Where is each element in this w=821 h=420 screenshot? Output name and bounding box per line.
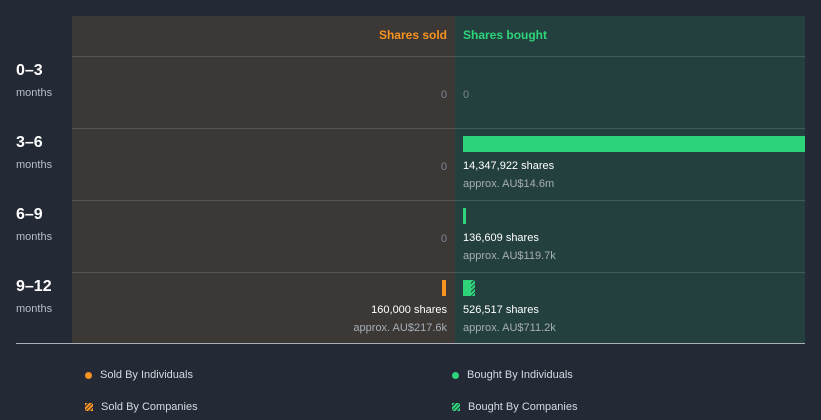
sold-shares: 160,000 shares [371, 304, 447, 316]
period-row-9-12: 9–12 months 160,000 shares approx. AU$21… [0, 273, 821, 345]
period-label: 6–9 [16, 206, 43, 223]
bought-approx-value: approx. AU$711.2k [463, 322, 556, 334]
period-row-0-3: 0–3 months 0 0 [0, 57, 821, 129]
bought-zero-value: 0 [463, 89, 470, 101]
row-divider [72, 272, 805, 273]
row-divider [72, 128, 805, 129]
green-hatch-icon [452, 403, 460, 411]
green-dot-icon [452, 371, 459, 379]
row-divider [72, 56, 805, 57]
legend-label: Bought By Individuals [467, 369, 573, 381]
period-label: 9–12 [16, 278, 52, 295]
sold-zero-value: 0 [440, 89, 447, 101]
orange-hatch-icon [85, 403, 93, 411]
sold-zero-value: 0 [440, 233, 447, 245]
bought-bar[interactable] [463, 136, 805, 152]
orange-dot-icon [85, 371, 92, 379]
bought-shares: 526,517 shares [463, 304, 539, 316]
legend-sold-companies: Sold By Companies [85, 401, 198, 413]
legend-label: Bought By Companies [468, 401, 578, 413]
legend-bought-companies: Bought By Companies [452, 401, 577, 413]
period-unit: months [16, 231, 53, 243]
legend-label: Sold By Companies [101, 401, 198, 413]
chart-baseline [16, 343, 805, 344]
sold-panel [72, 16, 455, 343]
bought-bar[interactable] [463, 208, 466, 224]
bought-approx-value: approx. AU$119.7k [463, 250, 556, 262]
sold-bar[interactable] [442, 280, 446, 296]
bought-approx-value: approx. AU$14.6m [463, 178, 555, 190]
period-label: 0–3 [16, 62, 43, 79]
bought-shares: 14,347,922 shares [463, 160, 555, 172]
bought-bar-individuals[interactable] [463, 280, 471, 296]
sold-zero-value: 0 [440, 161, 447, 173]
period-unit: months [16, 87, 53, 99]
period-unit: months [16, 303, 53, 315]
period-unit: months [16, 159, 53, 171]
period-label: 3–6 [16, 134, 43, 151]
legend-bought-individuals: Bought By Individuals [452, 369, 573, 381]
shares-bought-header: Shares bought [463, 28, 548, 42]
row-divider [72, 200, 805, 201]
legend-label: Sold By Individuals [100, 369, 193, 381]
sold-approx-value: approx. AU$217.6k [353, 322, 447, 334]
bought-panel [455, 16, 805, 343]
legend-sold-individuals: Sold By Individuals [85, 369, 193, 381]
bought-bar-companies[interactable] [471, 280, 475, 296]
period-row-3-6: 3–6 months 0 14,347,922 shares approx. A… [0, 129, 821, 201]
shares-sold-header: Shares sold [378, 28, 447, 42]
period-row-6-9: 6–9 months 0 136,609 shares approx. AU$1… [0, 201, 821, 273]
bought-shares: 136,609 shares [463, 232, 539, 244]
